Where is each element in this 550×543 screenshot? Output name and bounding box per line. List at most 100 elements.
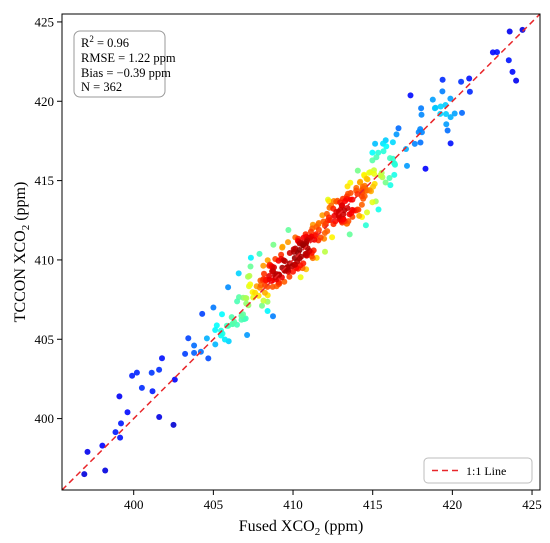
- scatter-point: [262, 282, 268, 289]
- scatter-point: [321, 230, 328, 236]
- scatter-point: [429, 96, 436, 103]
- scatter-point: [247, 254, 254, 261]
- scatter-point: [341, 207, 348, 214]
- x-tick-label: 420: [443, 497, 463, 512]
- scatter-point: [278, 251, 285, 258]
- scatter-point: [149, 388, 156, 395]
- scatter-point: [443, 121, 450, 128]
- scatter-point: [112, 429, 119, 436]
- scatter-point: [509, 68, 516, 75]
- legend-frame: [423, 457, 533, 484]
- scatter-point: [286, 273, 293, 280]
- scatter-point: [81, 471, 88, 478]
- scatter-point: [356, 179, 363, 186]
- scatter-point: [443, 111, 449, 117]
- scatter-point: [285, 227, 292, 233]
- plot-frame: [61, 13, 541, 491]
- scatter-point: [389, 139, 396, 146]
- scatter-point: [322, 248, 328, 255]
- x-tick-label: 400: [124, 497, 144, 512]
- scatter-point: [369, 199, 376, 206]
- x-axis-ticks: 400 405 410 415 420 425: [124, 490, 542, 512]
- scatter-point: [344, 183, 351, 190]
- stats-bias: Bias = −0.39 ppm: [81, 66, 171, 80]
- scatter-point: [366, 169, 373, 176]
- scatter-point: [302, 250, 309, 257]
- scatter-point: [266, 273, 273, 279]
- scatter-point: [391, 171, 398, 178]
- y-tick-label: 410: [35, 252, 55, 267]
- scatter-point: [170, 421, 177, 428]
- scatter-point: [247, 263, 254, 270]
- scatter-point: [432, 104, 439, 111]
- scatter-point: [383, 143, 390, 150]
- scatter-point: [210, 304, 217, 311]
- scatter-point: [342, 198, 349, 204]
- x-tick-label: 425: [522, 497, 542, 512]
- scatter-point: [281, 258, 288, 265]
- scatter-point: [259, 302, 265, 309]
- scatter-point: [364, 209, 370, 216]
- scatter-point: [437, 103, 444, 110]
- scatter-point: [133, 369, 140, 376]
- scatter-point: [205, 355, 212, 362]
- x-tick-label: 415: [363, 497, 383, 512]
- scatter-point: [418, 111, 425, 118]
- scatter-point: [148, 369, 155, 376]
- scatter-point: [393, 131, 400, 138]
- scatter-point: [281, 278, 288, 285]
- x-tick-label: 410: [283, 497, 303, 512]
- scatter-point: [349, 206, 356, 213]
- scatter-point: [269, 283, 276, 290]
- scatter-point: [387, 182, 394, 189]
- scatter-point: [260, 262, 267, 269]
- y-tick-label: 425: [35, 14, 55, 29]
- y-tick-label: 400: [35, 411, 55, 426]
- scatter-point: [243, 295, 250, 302]
- scatter-point: [375, 206, 382, 213]
- scatter-point: [264, 308, 271, 314]
- scatter-point: [203, 335, 210, 342]
- scatter-point: [191, 349, 198, 356]
- scatter-point: [225, 284, 232, 291]
- scatter-point: [362, 222, 369, 229]
- scatter-point: [369, 149, 376, 156]
- scatter-point: [247, 281, 254, 288]
- scatter-point: [404, 162, 410, 169]
- scatter-point: [219, 311, 225, 318]
- scatter-point: [99, 442, 106, 449]
- scatter-point: [212, 327, 219, 333]
- scatter-point: [199, 310, 206, 317]
- scatter-point: [346, 231, 353, 238]
- scatter-point: [466, 88, 473, 95]
- scatter-point: [315, 226, 322, 233]
- data-points: [81, 26, 526, 478]
- scatter-point: [129, 372, 136, 379]
- scatter-point: [382, 179, 389, 186]
- y-tick-label: 405: [35, 332, 55, 347]
- scatter-point: [246, 272, 253, 279]
- scatter-point: [447, 114, 454, 121]
- scatter-point: [307, 228, 314, 235]
- scatter-point: [372, 140, 379, 147]
- scatter-point: [354, 167, 361, 174]
- scatter-point: [235, 270, 242, 277]
- scatter-point: [417, 126, 424, 133]
- scatter-point: [346, 211, 353, 218]
- scatter-point: [261, 289, 268, 296]
- scatter-point: [373, 154, 380, 161]
- scatter-point: [354, 191, 361, 197]
- scatter-point: [285, 239, 291, 246]
- scatter-point: [386, 175, 393, 181]
- scatter-point: [319, 212, 326, 219]
- scatter-point: [270, 313, 276, 320]
- scatter-point: [451, 110, 458, 117]
- scatter-point: [356, 212, 363, 219]
- scatter-point: [364, 176, 371, 183]
- stats-rmse: RMSE = 1.22 ppm: [81, 51, 176, 65]
- scatter-point: [260, 297, 267, 304]
- scatter-point: [84, 448, 91, 455]
- scatter-point: [418, 105, 425, 112]
- scatter-point: [422, 165, 429, 172]
- scatter-point: [407, 92, 414, 99]
